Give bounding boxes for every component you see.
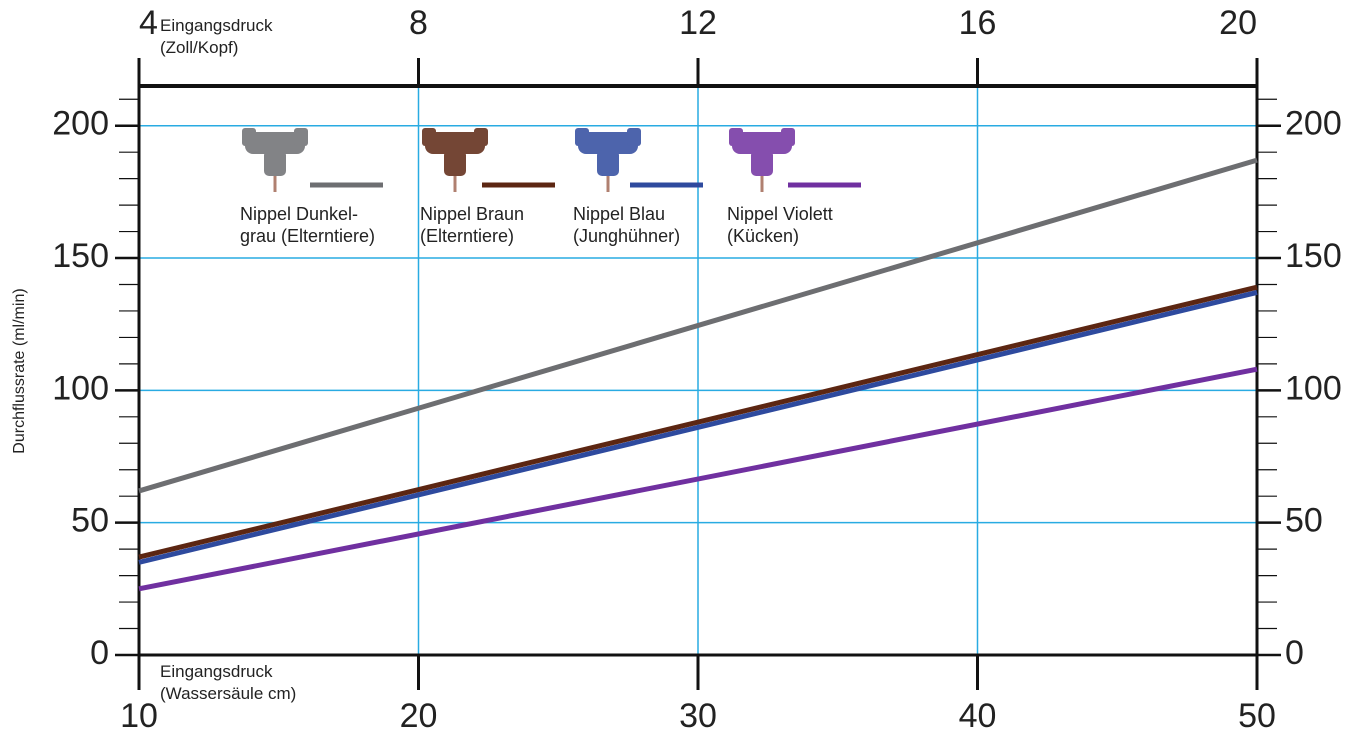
x2-tick-label: 4	[139, 4, 158, 42]
y-tick-label: 200	[52, 105, 109, 143]
legend-label: Nippel Violett (Kücken)	[727, 204, 833, 246]
series-line	[138, 157, 1258, 494]
x2-tick-label: 8	[409, 4, 428, 42]
x-tick-label: 30	[679, 697, 717, 735]
series-line	[138, 289, 1258, 565]
y-axis-label: Durchflussrate (ml/min)	[11, 288, 28, 454]
y2-tick-label: 50	[1285, 502, 1323, 540]
x2-tick-label: 12	[679, 4, 717, 42]
x-tick-label: 40	[959, 697, 997, 735]
x2-tick-label: 20	[1219, 4, 1257, 42]
series-line	[138, 284, 1258, 560]
x-tick-label: 10	[120, 697, 158, 735]
legend-label: Nippel Dunkel- grau (Elterntiere)	[240, 204, 376, 246]
y2-tick-label: 0	[1285, 634, 1304, 672]
legend-label: Nippel Braun (Elterntiere)	[420, 204, 525, 246]
y2-tick-label: 200	[1285, 105, 1342, 143]
x2-axis-label: Eingangsdruck (Zoll/Kopf)	[160, 16, 273, 57]
y-tick-label: 150	[52, 237, 109, 275]
y-tick-label: 50	[71, 502, 109, 540]
legend-icon	[422, 128, 488, 176]
x-axis-label: Eingangsdruck (Wassersäule cm)	[160, 662, 297, 703]
y-tick-label: 100	[52, 369, 109, 407]
legend-label: Nippel Blau (Junghühner)	[573, 204, 681, 246]
legend-icon	[575, 128, 641, 176]
legend-icon	[242, 128, 308, 176]
series-line	[138, 366, 1258, 592]
y-tick-label: 0	[90, 634, 109, 672]
x-tick-label: 50	[1238, 697, 1276, 735]
x2-tick-label: 16	[959, 4, 997, 42]
y2-tick-label: 150	[1285, 237, 1342, 275]
legend-icon	[729, 128, 795, 176]
y2-tick-label: 100	[1285, 369, 1342, 407]
x-tick-label: 20	[400, 697, 438, 735]
